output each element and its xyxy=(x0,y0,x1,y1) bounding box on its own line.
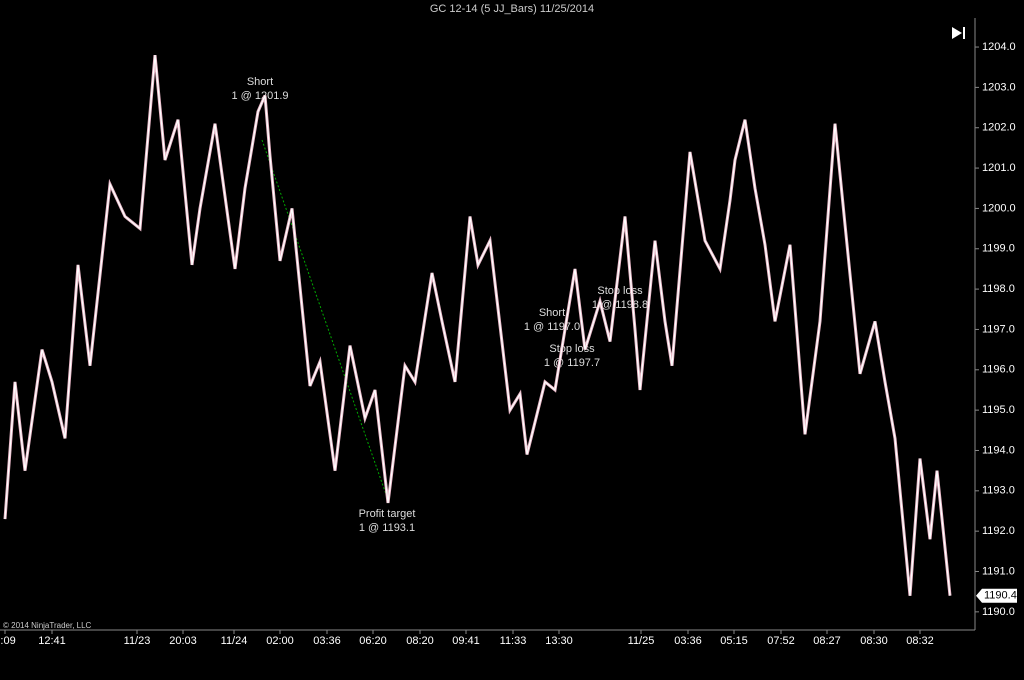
x-tick-label: 05:15 xyxy=(720,635,748,647)
y-tick-label: 1199.0 xyxy=(982,243,1015,255)
annotation: 1 @ 1197.0 xyxy=(524,321,580,333)
y-tick-label: 1194.0 xyxy=(982,444,1015,456)
bar-icon[interactable] xyxy=(963,27,965,39)
y-tick-label: 1198.0 xyxy=(982,283,1015,295)
y-tick-label: 1201.0 xyxy=(982,162,1016,174)
annotation: Short xyxy=(247,76,273,88)
annotation: Stop loss xyxy=(597,285,643,297)
scroll-end-button[interactable] xyxy=(952,27,965,39)
x-tick-label: 08:30 xyxy=(860,635,888,647)
last-price-label: 1190.4 xyxy=(984,590,1017,602)
x-tick-label: 11/25 xyxy=(628,635,655,647)
copyright: © 2014 NinjaTrader, LLC xyxy=(3,621,92,630)
x-tick-label: 06:20 xyxy=(359,635,387,647)
x-tick-label: 11/23 xyxy=(124,635,151,647)
x-tick-label: 13:30 xyxy=(545,635,573,647)
last-price-box xyxy=(976,588,1017,603)
y-tick-label: 1196.0 xyxy=(982,364,1015,376)
annotation: 1 @ 1201.9 xyxy=(231,90,288,102)
x-tick-label: 11/24 xyxy=(221,635,248,647)
annotation: 1 @ 1193.1 xyxy=(359,522,415,534)
y-tick-label: 1200.0 xyxy=(982,202,1016,214)
y-tick-label: 1197.0 xyxy=(982,323,1015,335)
annotation: Stop loss xyxy=(549,343,595,355)
trade-line xyxy=(261,139,389,501)
x-tick-label: 08:32 xyxy=(906,635,934,647)
y-tick-label: 1193.0 xyxy=(982,485,1015,497)
y-tick-label: 1190.0 xyxy=(982,606,1015,618)
y-tick-label: 1192.0 xyxy=(982,525,1015,537)
x-tick-label: 08:27 xyxy=(813,635,841,647)
x-tick-label: 20:03 xyxy=(169,635,197,647)
y-tick-label: 1202.0 xyxy=(982,122,1016,134)
x-tick-label: 08:20 xyxy=(406,635,434,647)
x-tick-label: 02:00 xyxy=(266,635,294,647)
annotation: Short xyxy=(539,307,565,319)
x-tick-label: 03:36 xyxy=(674,635,702,647)
annotation: 1 @ 1197.7 xyxy=(544,357,600,369)
x-tick-label: 09:41 xyxy=(452,635,480,647)
chart-title: GC 12-14 (5 JJ_Bars) 11/25/2014 xyxy=(430,3,594,15)
x-tick-label: 12:41 xyxy=(38,635,66,647)
x-tick-label: 11:33 xyxy=(500,635,527,647)
x-tick-label: 2:09 xyxy=(0,635,16,647)
annotation: Profit target xyxy=(359,508,416,520)
x-tick-label: 03:36 xyxy=(313,635,341,647)
y-tick-label: 1204.0 xyxy=(982,41,1016,53)
x-tick-label: 07:52 xyxy=(767,635,795,647)
price-line xyxy=(4,55,951,596)
play-icon[interactable] xyxy=(952,27,962,39)
y-tick-label: 1203.0 xyxy=(982,81,1016,93)
y-tick-label: 1191.0 xyxy=(982,565,1015,577)
y-tick-label: 1195.0 xyxy=(982,404,1015,416)
